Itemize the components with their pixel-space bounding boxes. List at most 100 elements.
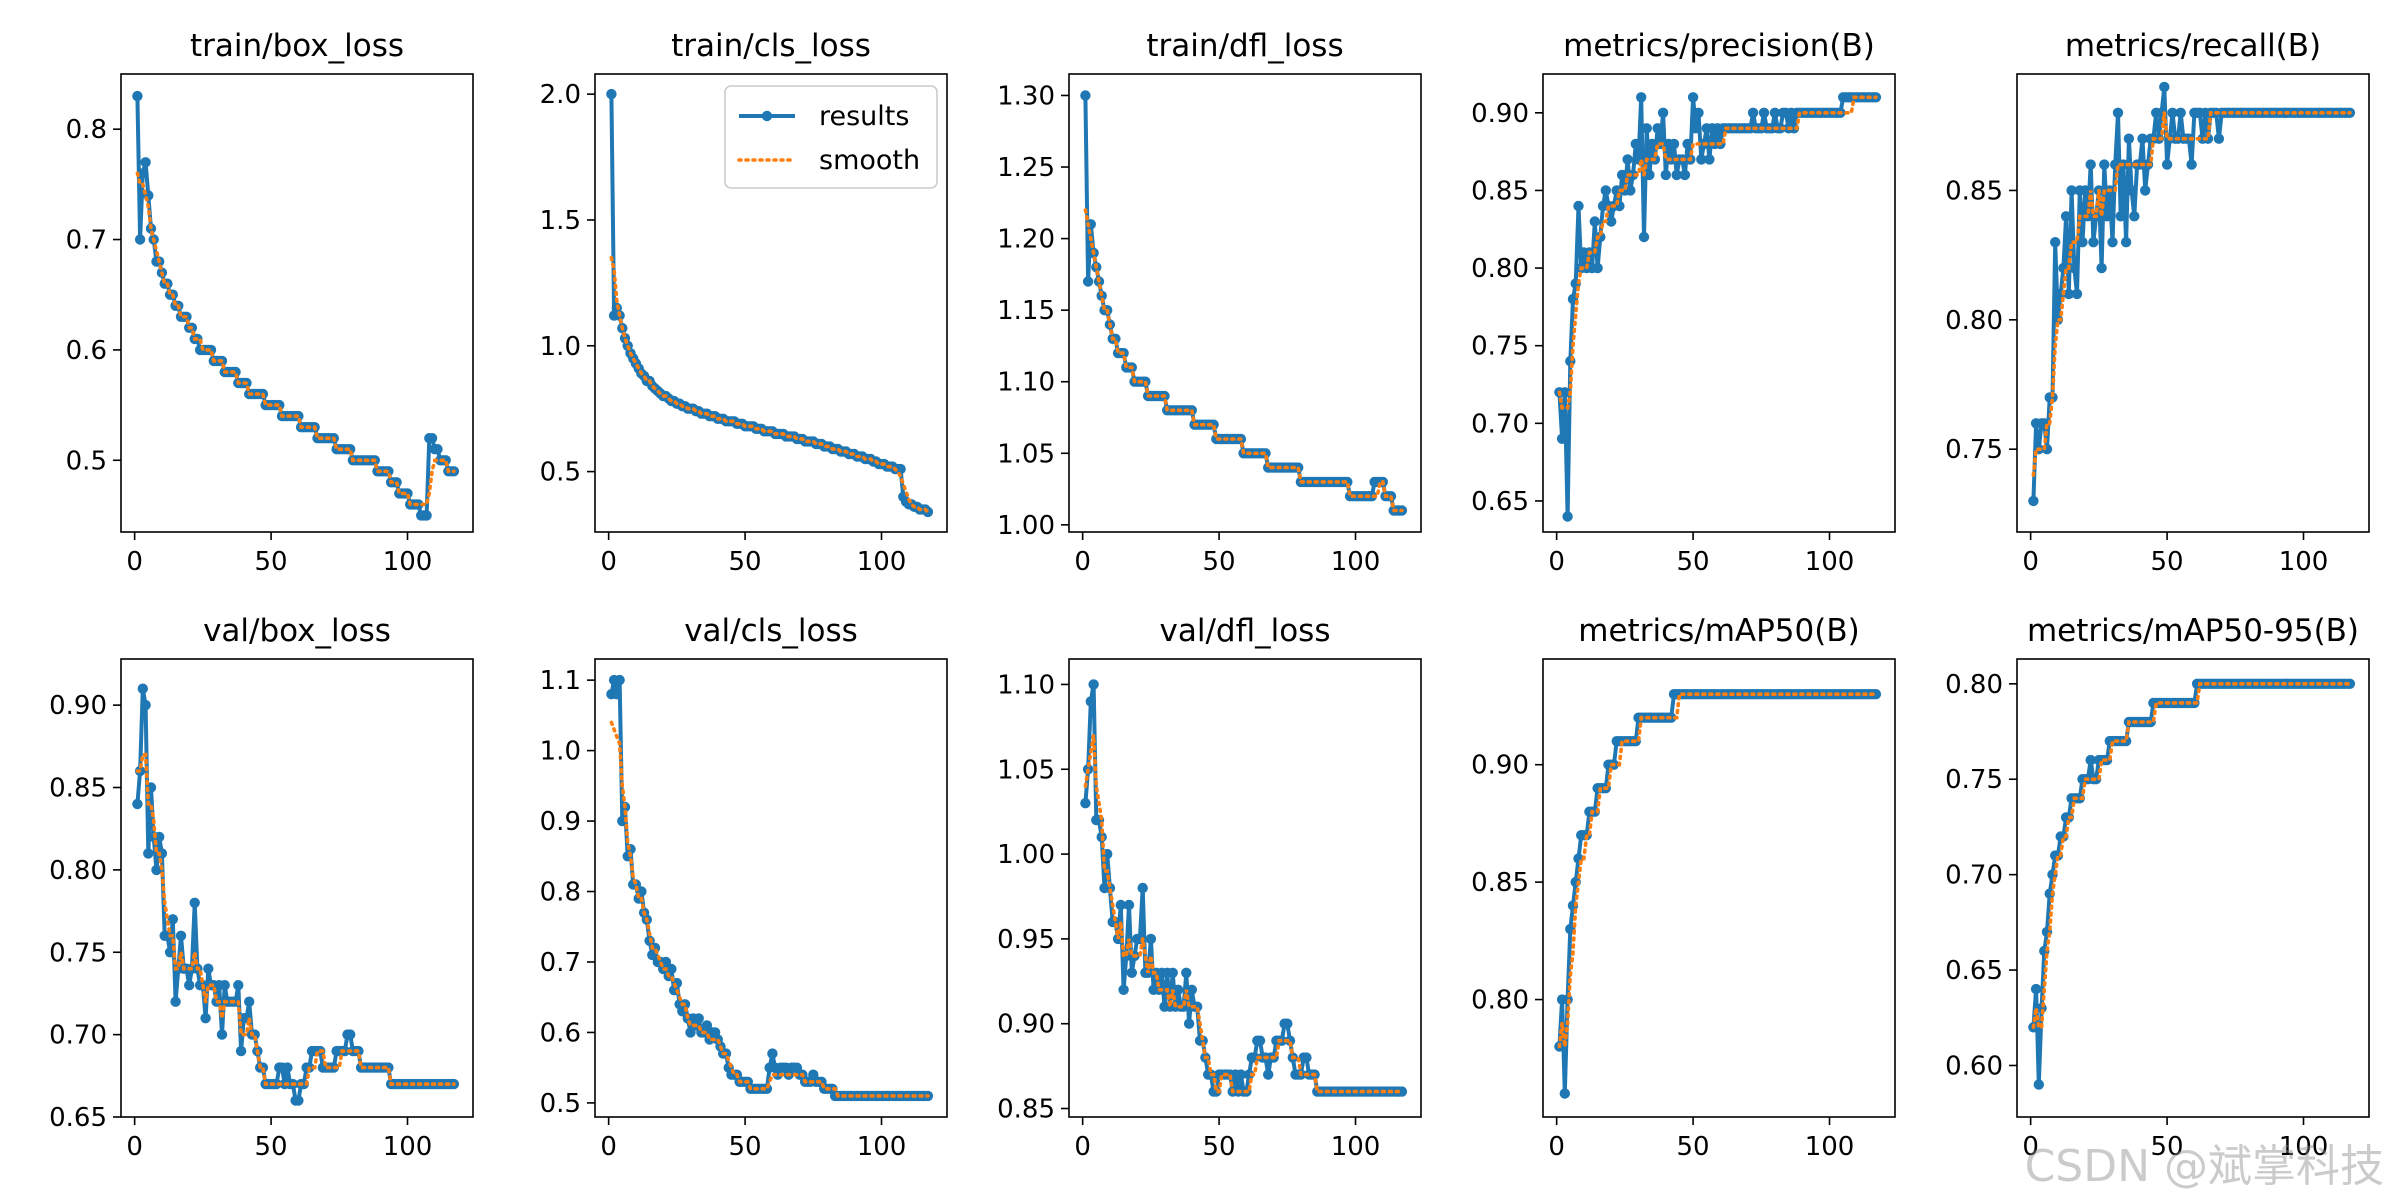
data-point-results — [2060, 211, 2072, 222]
data-point-results — [2175, 107, 2186, 119]
data-point-results — [1589, 216, 1601, 227]
series-line-smooth — [1083, 735, 1404, 1094]
data-point-results — [2096, 262, 2107, 274]
x-tick-label: 0 — [126, 547, 143, 577]
data-point-results — [175, 930, 187, 941]
data-point-results — [895, 463, 906, 475]
y-tick-label: 0.8 — [66, 115, 107, 145]
series-line-results — [609, 678, 928, 1098]
plot-area — [606, 88, 934, 518]
y-tick-label: 0.5 — [540, 1089, 581, 1119]
x-tick-label: 50 — [1203, 547, 1236, 577]
y-tick-label: 0.90 — [1471, 751, 1529, 781]
plot-area — [1080, 679, 1408, 1097]
data-point-results — [2107, 237, 2118, 248]
data-point-results — [132, 798, 143, 810]
data-point-results — [2129, 211, 2140, 222]
subplot-0: train/box_loss 0 50 100 0.5 0.6 0.7 0.8 — [66, 28, 474, 577]
x-tick-label: 0 — [1074, 1132, 1091, 1162]
subplot-title: metrics/precision(B) — [1563, 28, 1875, 64]
data-point-results — [1085, 696, 1097, 707]
data-point-results — [1668, 138, 1680, 150]
data-point-results — [1282, 1018, 1293, 1029]
series-line-smooth — [135, 752, 456, 1086]
data-point-results — [1592, 262, 1603, 274]
data-point-results — [1616, 169, 1628, 181]
y-tick-label: 0.85 — [1945, 176, 2003, 206]
data-point-results — [1870, 689, 1882, 700]
y-tick-label: 0.90 — [49, 691, 107, 721]
data-point-results — [685, 1027, 696, 1038]
x-tick-label: 50 — [1677, 1132, 1710, 1162]
subplot-2: train/dfl_loss 0 50 100 1.00 1.05 1.10 1.15 1.20… — [997, 28, 1422, 577]
data-point-results — [233, 980, 244, 991]
data-point-results — [2069, 262, 2080, 274]
data-point-results — [1172, 984, 1184, 995]
legend-box — [724, 85, 938, 189]
x-tick-label: 50 — [1203, 1132, 1236, 1162]
data-point-results — [2126, 185, 2137, 196]
data-point-results — [440, 455, 451, 466]
y-tick-label: 0.5 — [66, 446, 107, 476]
y-tick-label: 0.90 — [1471, 99, 1529, 129]
x-tick-label: 0 — [600, 547, 617, 577]
data-point-results — [693, 1013, 704, 1024]
data-point-results — [140, 157, 151, 168]
data-point-results — [167, 914, 178, 925]
data-point-results — [1559, 1088, 1571, 1099]
data-point-results — [1301, 1052, 1312, 1063]
series-line-smooth — [2031, 111, 2352, 477]
y-tick-label: 0.6 — [66, 336, 107, 366]
data-point-results — [2140, 185, 2151, 196]
axes-frame — [120, 658, 474, 1118]
data-point-results — [701, 1020, 713, 1031]
x-tick-label: 100 — [2279, 547, 2329, 577]
y-tick-label: 1.05 — [997, 755, 1055, 785]
subplot-5: val/box_loss 0 50 100 0.65 0.70 0.75 0.80 0.85 0.… — [49, 613, 474, 1162]
y-tick-label: 0.80 — [1945, 670, 2003, 700]
data-point-results — [767, 1048, 778, 1059]
data-point-results — [1660, 169, 1672, 181]
data-point-results — [345, 1029, 356, 1040]
subplot-1: train/cls_loss 0 50 100 0.5 1.0 1.5 2.0 results s… — [540, 28, 948, 577]
data-point-results — [1342, 476, 1353, 488]
x-tick-label: 0 — [1548, 547, 1565, 577]
subplot-3: metrics/precision(B) 0 50 100 0.65 0.70 0.75 0.… — [1471, 28, 1896, 577]
data-point-results — [1657, 107, 1669, 119]
axes-frame — [1068, 658, 1422, 1118]
data-point-results — [1243, 1069, 1255, 1080]
x-tick-label: 50 — [255, 547, 288, 577]
series-line-smooth — [135, 171, 456, 507]
data-point-results — [1696, 154, 1707, 165]
y-tick-label: 0.70 — [1945, 861, 2003, 891]
subplot-title: val/cls_loss — [684, 613, 858, 649]
data-point-results — [1181, 967, 1192, 978]
plot-area — [132, 90, 460, 521]
data-point-results — [271, 1078, 282, 1090]
data-point-results — [205, 344, 217, 356]
data-point-results — [2066, 185, 2077, 196]
data-point-results — [1652, 123, 1663, 134]
data-point-results — [2099, 159, 2110, 170]
data-point-results — [1118, 984, 1129, 995]
plot-area — [1080, 90, 1408, 516]
data-point-results — [1704, 154, 1715, 165]
data-point-results — [2112, 107, 2124, 119]
axes-frame — [1542, 658, 1896, 1118]
y-tick-label: 1.00 — [997, 840, 1055, 870]
data-point-results — [282, 1062, 293, 1073]
series-line-results — [1557, 95, 1876, 519]
data-point-results — [200, 1013, 211, 1024]
plot-area — [606, 674, 934, 1102]
data-point-results — [1573, 200, 1584, 212]
data-point-results — [1627, 169, 1639, 181]
subplot-title: metrics/mAP50(B) — [1578, 613, 1859, 649]
data-point-results — [1622, 154, 1633, 165]
data-point-results — [1123, 899, 1135, 911]
data-point-results — [2080, 185, 2091, 196]
data-point-results — [2063, 288, 2074, 300]
data-point-results — [2050, 237, 2061, 248]
data-point-results — [1126, 967, 1138, 978]
data-point-results — [1641, 123, 1652, 134]
